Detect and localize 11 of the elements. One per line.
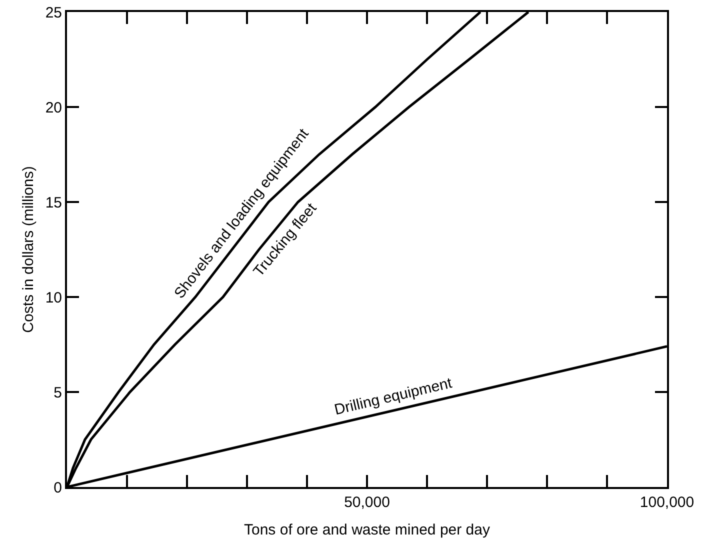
y-tick-label: 25 <box>45 4 62 22</box>
x-tick-label: 50,000 <box>344 494 390 511</box>
y-axis-title: Costs in dollars (millions) <box>20 166 38 333</box>
y-tick-label: 5 <box>54 384 62 402</box>
y-tick-label: 0 <box>54 479 62 496</box>
y-tick-label: 20 <box>45 99 62 116</box>
x-tick-label: 100,000 <box>640 494 694 511</box>
text: Drilling equipment <box>332 374 454 419</box>
y-tick-label: 10 <box>45 289 62 306</box>
y-tick-label: 15 <box>45 194 62 212</box>
x-axis-title: Tons of ore and waste mined per day <box>244 522 490 538</box>
